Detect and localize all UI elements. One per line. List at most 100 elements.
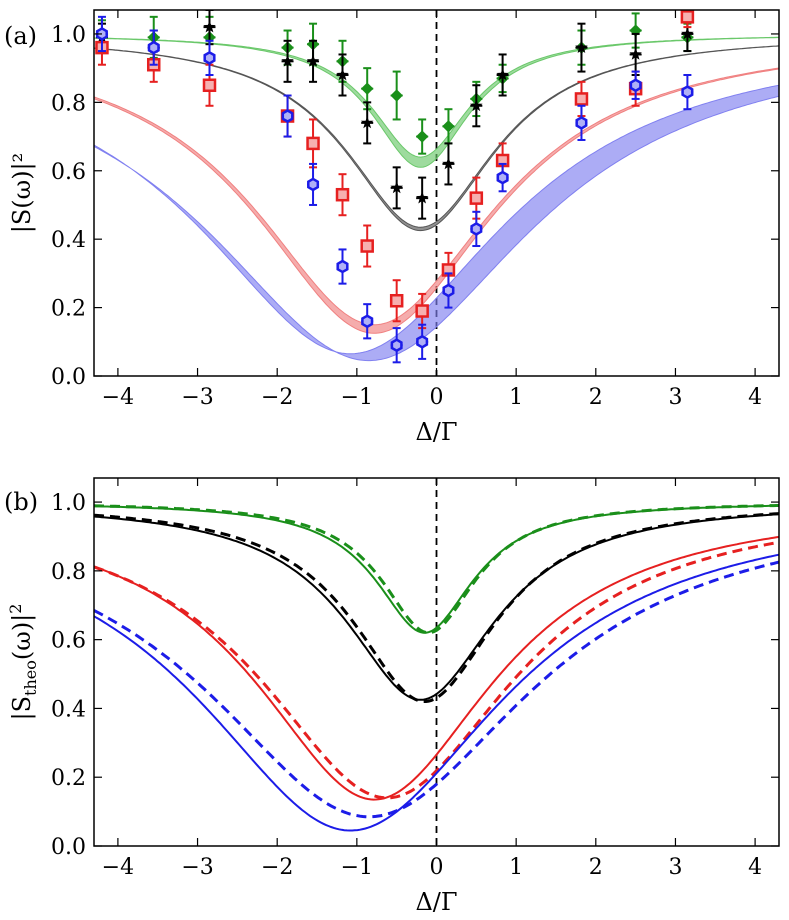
y-axis-label: |Stheo(ω)|2	[6, 604, 40, 721]
x-tick-label: 1	[509, 385, 523, 410]
blue-marker	[203, 50, 216, 65]
blue-solid-line	[94, 553, 779, 832]
red-marker	[574, 92, 589, 106]
red-point	[389, 279, 404, 323]
green-marker	[415, 130, 429, 143]
blue-marker	[442, 283, 455, 298]
black-dashed-line	[94, 512, 779, 703]
x-tick-label: −1	[341, 855, 373, 880]
blue-marker	[575, 115, 588, 130]
x-tick-label: 3	[668, 855, 682, 880]
black-marker	[360, 116, 374, 129]
blue-marker	[390, 338, 403, 353]
blue-point	[416, 323, 429, 360]
black-marker	[336, 68, 349, 81]
red-point	[574, 80, 589, 118]
black-point	[415, 176, 429, 220]
blue-point	[575, 104, 588, 141]
blue-point	[147, 29, 160, 66]
x-tick-label: 1	[509, 855, 523, 880]
x-tick-label: 0	[430, 855, 444, 880]
plot-area	[94, 478, 779, 846]
y-tick-label: 0.2	[51, 297, 86, 322]
x-tick-label: −4	[102, 855, 134, 880]
plot-area	[94, 10, 779, 376]
red-marker	[360, 239, 374, 253]
black-point	[575, 22, 588, 73]
x-axis-label: Δ/Γ	[415, 418, 457, 446]
red-marker	[202, 78, 217, 93]
black-fit-band	[94, 45, 779, 232]
blue-point	[629, 70, 642, 100]
blue-point	[203, 39, 216, 76]
red-solid-line	[94, 535, 779, 801]
blue-point	[390, 327, 403, 364]
green-point	[390, 70, 403, 121]
red-marker	[306, 136, 320, 151]
y-tick-label: 0.4	[51, 228, 86, 253]
x-tick-label: 2	[589, 855, 603, 880]
red-point	[680, 10, 695, 29]
y-tick-label: 0.8	[51, 91, 86, 116]
blue-marker	[681, 85, 694, 100]
black-point	[470, 84, 483, 128]
black-point	[442, 142, 455, 186]
blue-marker	[281, 109, 294, 123]
black-marker	[442, 157, 455, 170]
black-marker	[681, 27, 694, 40]
red-point	[306, 118, 320, 169]
green-point	[442, 108, 455, 145]
y-tick-label: 1.0	[51, 23, 86, 48]
x-tick-label: −3	[181, 385, 213, 410]
x-tick-label: 0	[430, 385, 444, 410]
blue-marker	[147, 40, 160, 55]
panel-b: −4 −3 −2 −1 0 1 2 3 4 0.0 0.2 0.4 0.6 0.8 1.0 Δ/Γ |Stheo…	[4, 477, 780, 916]
green-marker	[442, 120, 455, 133]
red-marker	[680, 10, 695, 24]
y-tick-label: 0.0	[51, 365, 86, 390]
green-fit-band	[94, 36, 779, 168]
black-marker	[470, 99, 483, 112]
panel-label: (a)	[4, 22, 37, 50]
blue-point	[496, 162, 509, 193]
green-point	[415, 118, 429, 155]
blue-marker	[416, 334, 429, 349]
black-point	[360, 101, 374, 145]
x-axis-label: Δ/Γ	[415, 888, 457, 916]
black-point	[336, 53, 349, 97]
x-tick-label: 2	[589, 385, 603, 410]
x-tick-label: 3	[668, 385, 682, 410]
blue-point	[307, 162, 320, 206]
black-marker	[203, 20, 216, 33]
red-marker	[389, 293, 404, 308]
blue-marker	[629, 78, 642, 93]
y-tick-label: 0.6	[51, 160, 86, 185]
blue-point	[281, 94, 294, 138]
panel-a: −4 −3 −2 −1 0 1 2 3 4 0.0 0.2 0.4 0.6 0.8 1.0 Δ/Γ |S(ω)|…	[4, 9, 780, 446]
blue-marker	[470, 221, 483, 236]
blue-marker	[307, 177, 320, 192]
black-point	[496, 53, 509, 97]
black-point	[203, 10, 216, 46]
black-point	[629, 32, 642, 76]
red-marker	[415, 304, 429, 318]
blue-point	[336, 248, 349, 285]
red-marker	[335, 187, 350, 202]
x-tick-label: −2	[261, 385, 293, 410]
y-tick-label: 0.6	[51, 629, 86, 654]
black-point	[281, 39, 294, 83]
y-tick-label: 1.0	[51, 491, 86, 516]
x-tick-label: −3	[181, 855, 213, 880]
blue-point	[470, 210, 483, 248]
x-tick-label: 4	[748, 385, 762, 410]
y-axis-label: |S(ω)|²	[8, 153, 37, 234]
blue-point	[442, 272, 455, 309]
blue-dashed-line	[94, 560, 779, 819]
black-marker	[575, 41, 588, 53]
red-point	[335, 173, 350, 217]
red-dashed-line	[94, 540, 779, 800]
blue-fit-band	[94, 84, 779, 362]
y-tick-label: 0.8	[51, 560, 86, 585]
green-marker	[360, 82, 374, 95]
blue-marker	[361, 314, 374, 329]
